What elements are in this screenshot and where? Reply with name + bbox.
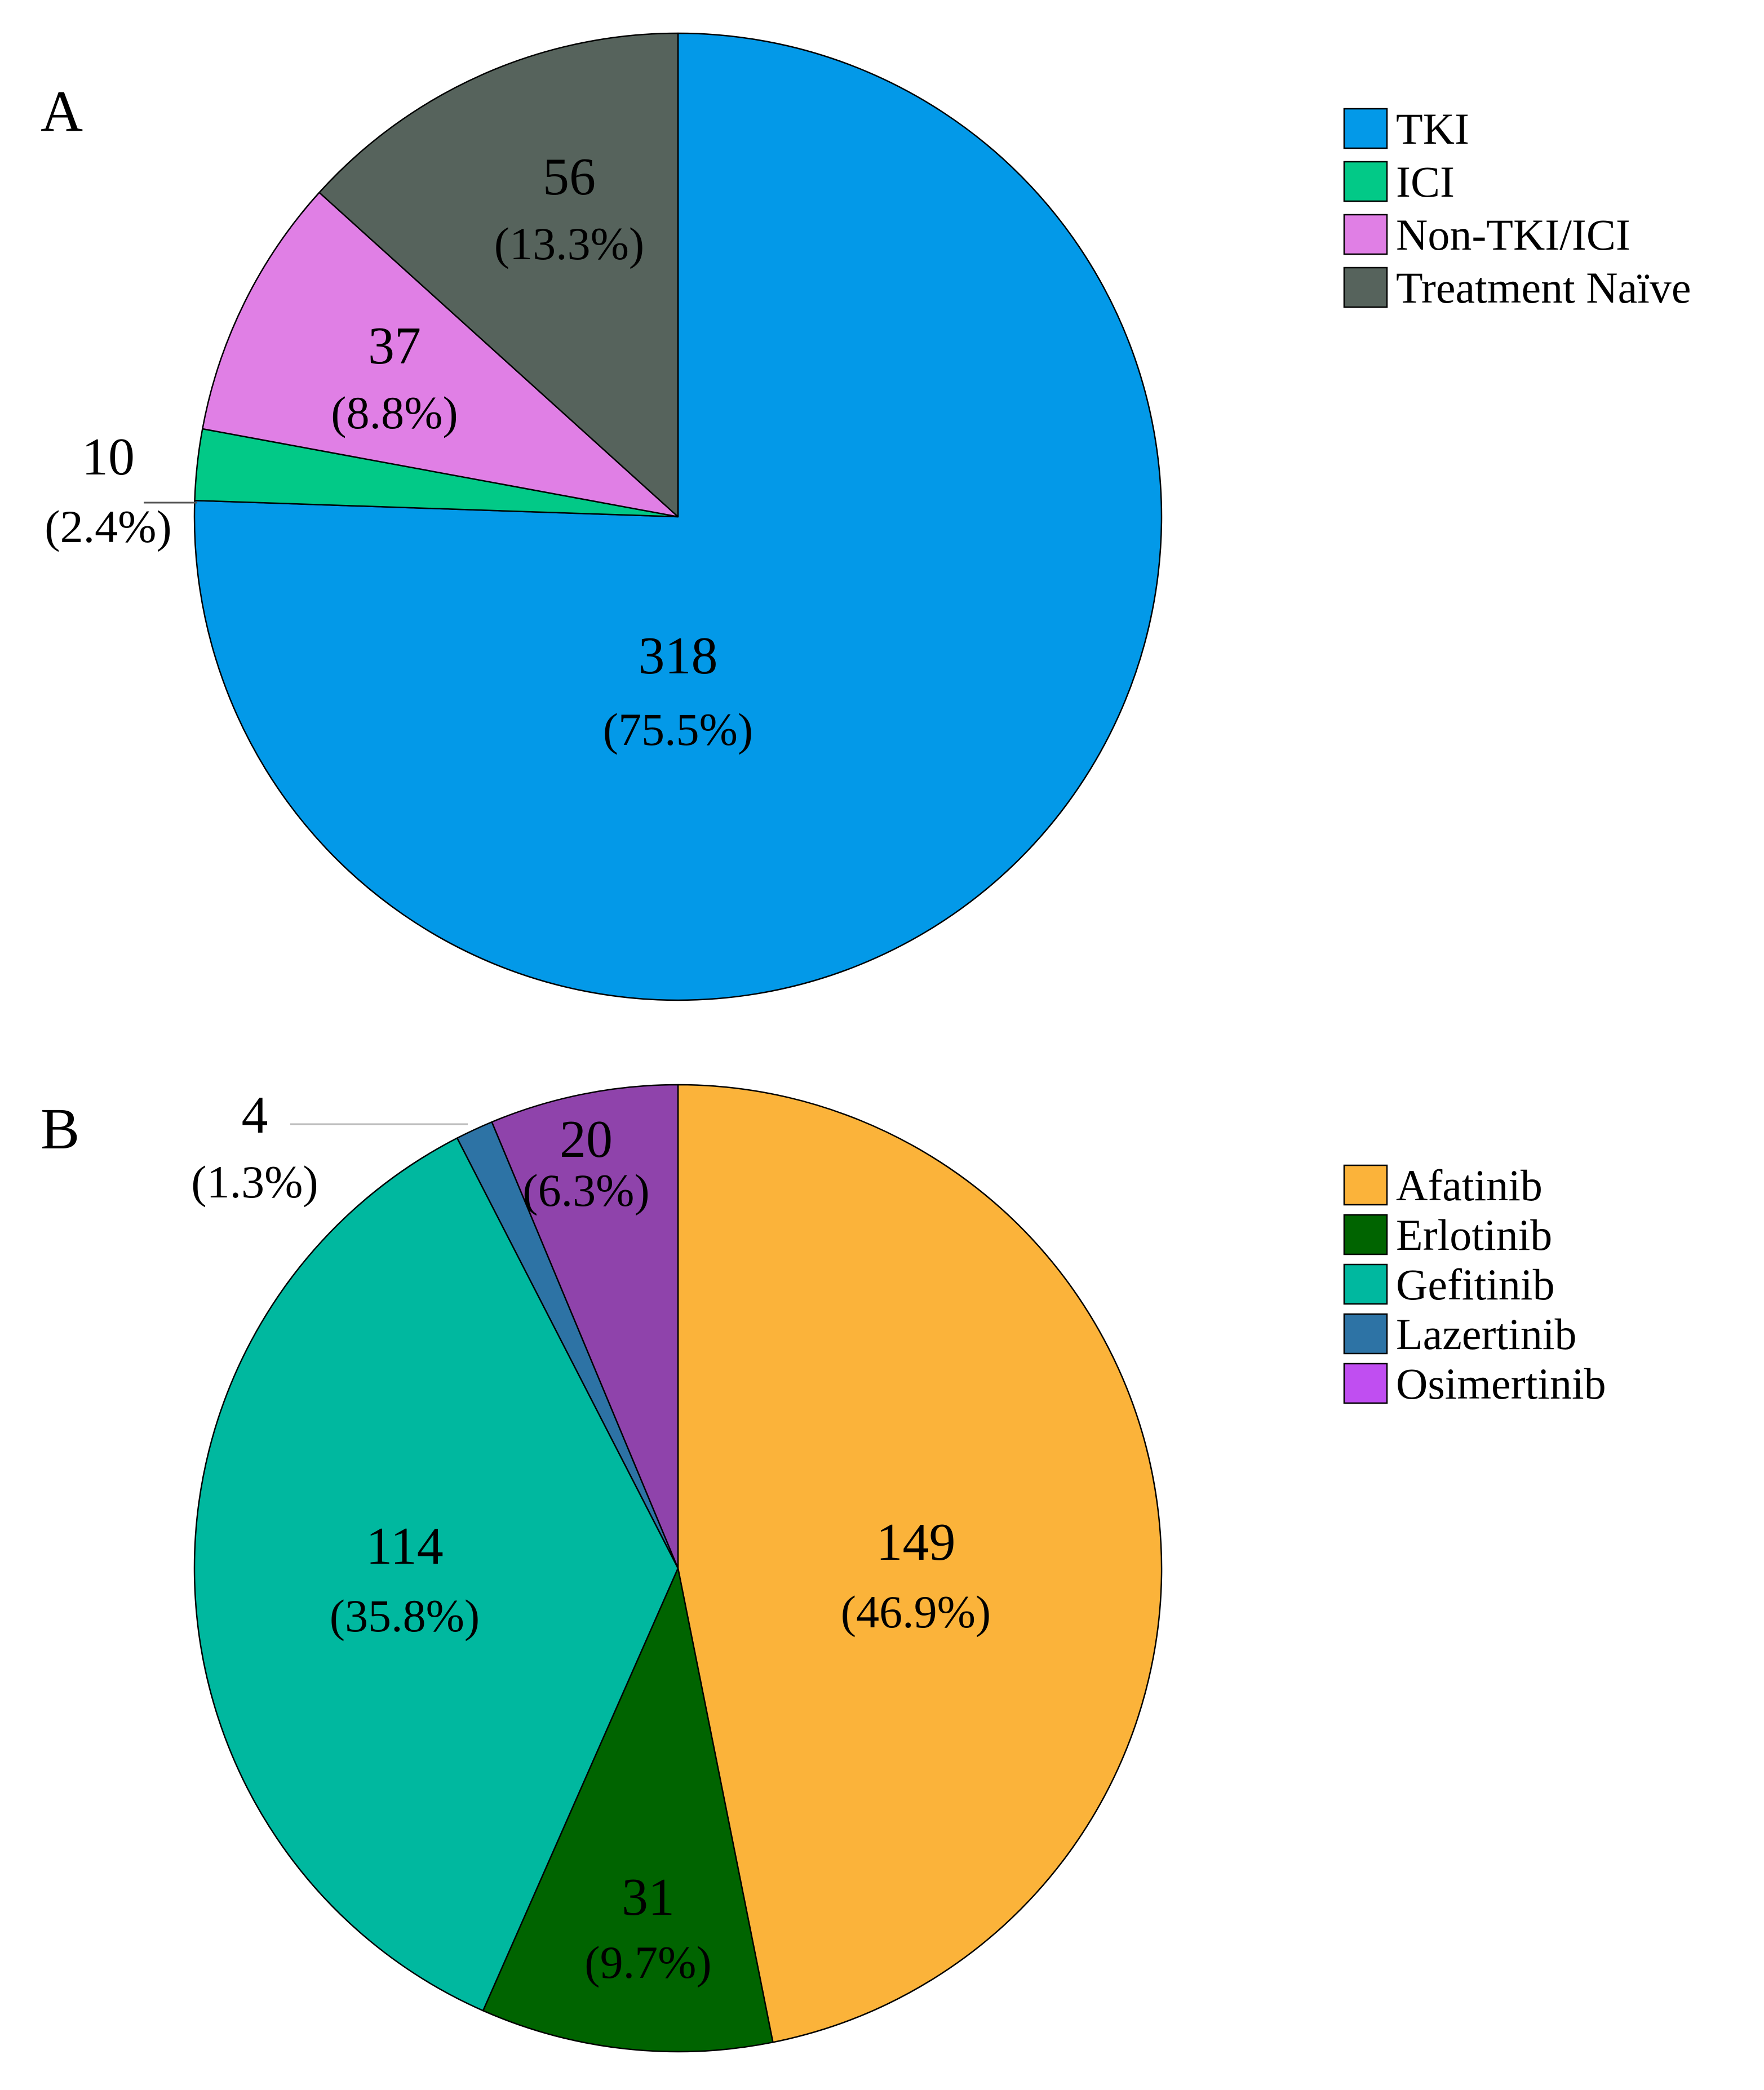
pie-b-legend-swatch-gefitinib: [1343, 1263, 1388, 1305]
pie-a-legend-swatch-tki: [1343, 108, 1388, 149]
pie-a-value-label-tki: 318: [639, 627, 718, 685]
pie-b-slice-afatinib: [677, 1084, 1163, 2043]
pie-b-percent-label-afatinib: (46.9%): [841, 1586, 991, 1638]
pie-a-percent-label-treatment-naive: (13.3%): [494, 218, 644, 269]
pie-b-legend-label-afatinib: Afatinib: [1396, 1161, 1543, 1210]
pie-b-slice-erlotinib: [482, 1567, 774, 2053]
pie-a-slice-treatment-naive: [318, 32, 679, 518]
pie-a-percent-label-tki: (75.5%): [603, 704, 753, 755]
pie-a-legend-swatch-treatment-naive: [1343, 267, 1388, 308]
pie-b-percent-label-gefitinib: (35.8%): [330, 1590, 480, 1641]
pie-b-percent-label-erlotinib: (9.7%): [584, 1937, 711, 1988]
pie-b-legend-swatch-afatinib: [1343, 1164, 1388, 1206]
pie-a-legend-swatch-non-tki-ici: [1343, 214, 1388, 255]
pie-b-legend-swatch-osimertinib: [1343, 1363, 1388, 1404]
pie-b-slice-osimertinib: [491, 1084, 679, 1569]
pie-a-value-label-non-tki-ici: 37: [368, 317, 421, 375]
pie-a-legend-label-non-tki-ici: Non-TKI/ICI: [1396, 210, 1630, 259]
pie-a-percent-label-non-tki-ici: (8.8%): [331, 387, 458, 438]
pie-b-value-label-afatinib: 149: [876, 1513, 956, 1572]
pie-b-percent-label-osimertinib: (6.3%): [522, 1165, 649, 1216]
panel-label-a: A: [41, 79, 83, 144]
pie-b-legend-swatch-lazertinib: [1343, 1313, 1388, 1355]
pie-a-chart: A 318 (75.5%) 10 (2.4%) 37 (8.8%) 56 (13.3%) TKII…: [41, 32, 1691, 1001]
panel-label-b: B: [41, 1097, 79, 1161]
pie-b-legend-label-gefitinib: Gefitinib: [1396, 1260, 1555, 1309]
pie-b-legend-swatch-erlotinib: [1343, 1214, 1388, 1255]
pie-a-legend-label-treatment-naive: Treatment Naïve: [1396, 263, 1691, 312]
pie-b-value-label-lazertinib: 4: [242, 1086, 268, 1144]
pie-b-value-label-gefitinib: 114: [366, 1517, 444, 1576]
pie-a-value-label-treatment-naive: 56: [543, 148, 596, 206]
pie-a-value-label-ici: 10: [82, 428, 135, 486]
pie-b-legend-label-lazertinib: Lazertinib: [1396, 1310, 1577, 1359]
pie-a-slice-tki: [193, 32, 1163, 1001]
pie-b-percent-label-lazertinib: (1.3%): [191, 1156, 318, 1208]
pie-b-legend-label-osimertinib: Osimertinib: [1396, 1359, 1606, 1408]
pie-a-legend-label-ici: ICI: [1396, 157, 1455, 206]
pie-b-legend: AfatinibErlotinibGefitinibLazertinibOsim…: [1343, 1161, 1606, 1408]
pie-b-value-label-osimertinib: 20: [560, 1110, 613, 1169]
pie-a-slice-non-tki-ici: [202, 192, 679, 518]
pie-a-legend-label-tki: TKI: [1396, 104, 1469, 153]
pie-b-value-label-erlotinib: 31: [622, 1868, 675, 1927]
pie-b-chart: B 149 (46.9%) 31 (9.7%) 114 (35.8%) 4 (1.3%) 20(6…: [41, 1084, 1606, 2053]
pie-b-legend-label-erlotinib: Erlotinib: [1396, 1210, 1552, 1259]
pie-b-slice-gefitinib: [193, 1137, 679, 2012]
pie-a-percent-label-ici: (2.4%): [45, 501, 171, 552]
pie-a-legend-swatch-ici: [1343, 161, 1388, 202]
